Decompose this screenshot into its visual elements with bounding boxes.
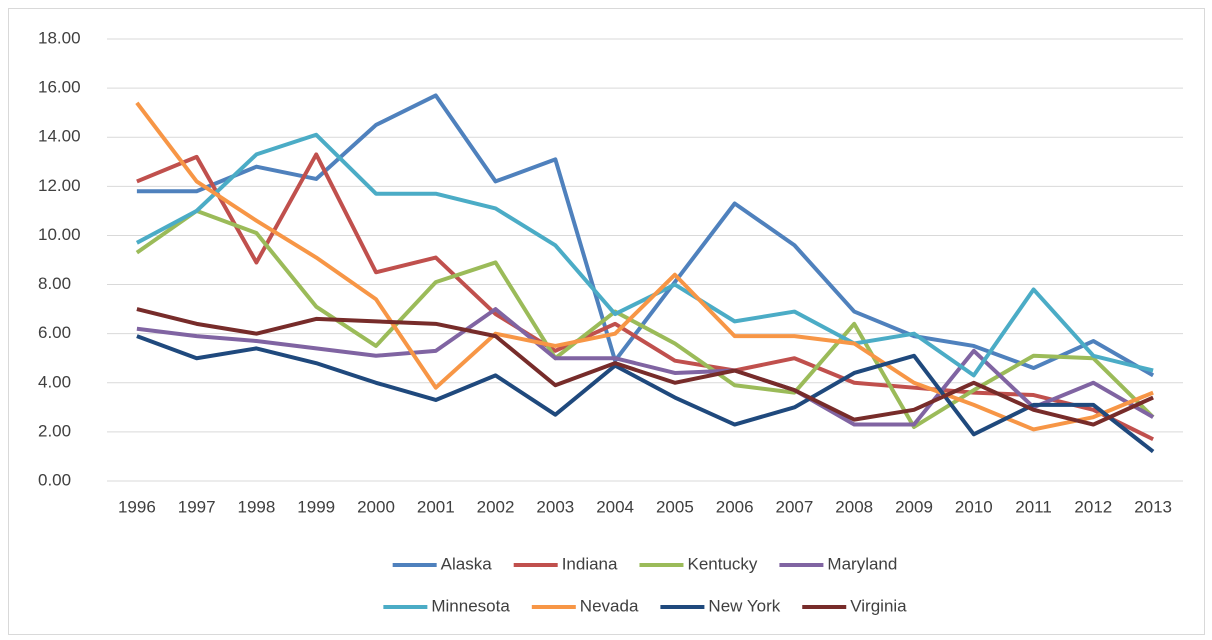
- x-tick-label: 2005: [656, 497, 694, 516]
- series-line: [135, 208, 1155, 429]
- legend-item: Maryland: [779, 554, 897, 573]
- legend-item: Alaska: [392, 554, 493, 573]
- y-tick-label: 14.00: [38, 127, 81, 146]
- series-line: [136, 334, 1155, 454]
- y-tick-label: 16.00: [38, 78, 81, 97]
- x-tick-label: 2013: [1134, 497, 1172, 516]
- x-tick-label: 2000: [357, 497, 395, 516]
- legend-label: Alaska: [441, 554, 493, 573]
- legend-label: Nevada: [580, 596, 639, 615]
- series-line: [136, 93, 1155, 378]
- x-tick-label: 2006: [716, 497, 754, 516]
- legend-item: Indiana: [513, 554, 618, 573]
- legend-label: Maryland: [827, 554, 897, 573]
- y-tick-label: 4.00: [38, 372, 71, 391]
- x-tick-label: 1997: [178, 497, 216, 516]
- x-tick-label: 2003: [536, 497, 574, 516]
- legend-label: Indiana: [562, 554, 618, 573]
- legend-label: Minnesota: [431, 596, 510, 615]
- x-tick-label: 1998: [238, 497, 276, 516]
- legend-item: Minnesota: [383, 596, 510, 615]
- legend-label: Virginia: [850, 596, 907, 615]
- x-tick-label: 1999: [297, 497, 335, 516]
- legend-item: Kentucky: [639, 554, 758, 573]
- x-tick-label: 2002: [477, 497, 515, 516]
- y-tick-label: 0.00: [38, 470, 71, 489]
- x-tick-label: 2004: [596, 497, 634, 516]
- legend-item: Virginia: [802, 596, 907, 615]
- x-tick-label: 2010: [955, 497, 993, 516]
- legend-item: New York: [660, 596, 781, 615]
- legend-item: Nevada: [531, 596, 639, 615]
- y-tick-label: 18.00: [38, 28, 81, 47]
- legend-label: New York: [708, 596, 780, 615]
- x-tick-label: 2012: [1074, 497, 1112, 516]
- y-tick-label: 12.00: [38, 176, 81, 195]
- series-line: [135, 132, 1154, 378]
- y-tick-label: 10.00: [38, 225, 81, 244]
- x-tick-label: 2009: [895, 497, 933, 516]
- legend-label: Kentucky: [687, 554, 757, 573]
- y-tick-label: 2.00: [38, 421, 71, 440]
- x-tick-label: 2008: [835, 497, 873, 516]
- series-line: [136, 307, 1154, 427]
- x-tick-label: 2007: [776, 497, 814, 516]
- x-tick-label: 1996: [118, 497, 156, 516]
- series-line: [135, 101, 1154, 432]
- y-tick-label: 8.00: [38, 274, 71, 293]
- series-line: [136, 152, 1154, 442]
- y-tick-label: 6.00: [38, 323, 71, 342]
- x-tick-label: 2011: [1015, 497, 1052, 516]
- chart-border: [8, 8, 1205, 635]
- x-tick-label: 2001: [417, 497, 455, 516]
